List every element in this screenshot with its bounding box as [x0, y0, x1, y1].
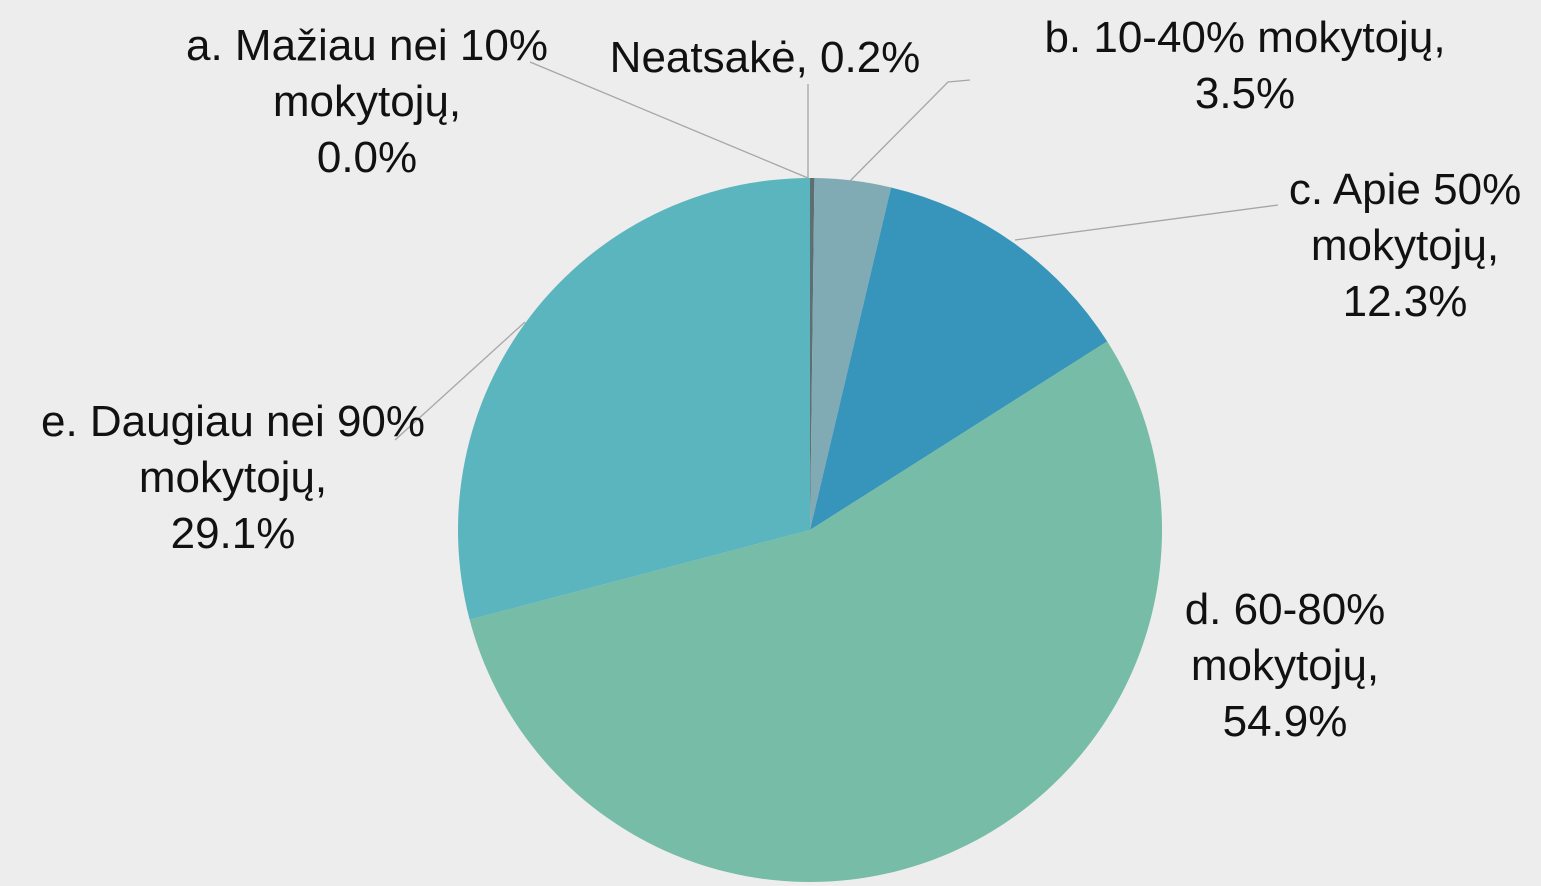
- label-value: 0.0%: [316, 133, 418, 182]
- leader-line: [1014, 204, 1279, 241]
- data-label: c. Apie 50% mokytojų, 12.3%: [1255, 162, 1541, 330]
- leader-line: [849, 79, 971, 182]
- data-label: b. 10-40% mokytojų, 3.5%: [1010, 10, 1480, 122]
- data-label: Neatsakė, 0.2%: [565, 30, 965, 86]
- pie-slice: [469, 341, 1162, 883]
- leader-line: [394, 321, 526, 441]
- label-separator: ,: [448, 77, 462, 126]
- label-value: 3.5%: [1194, 69, 1296, 118]
- label-separator: ,: [314, 453, 328, 502]
- data-label: a. Mažiau nei 10% mokytojų, 0.0%: [157, 18, 577, 186]
- label-category: a. Mažiau nei 10% mokytojų: [186, 21, 548, 126]
- pie-slice: [457, 178, 810, 620]
- data-label: e. Daugiau nei 90% mokytojų, 29.1%: [13, 394, 453, 562]
- pie-slice: [810, 178, 892, 531]
- label-separator: ,: [795, 33, 821, 82]
- label-value: 29.1%: [170, 509, 296, 558]
- pie-slice: [810, 178, 815, 530]
- label-category: b. 10-40% mokytojų: [1044, 13, 1434, 62]
- data-label: d. 60-80% mokytojų, 54.9%: [1155, 582, 1415, 750]
- label-separator: ,: [1366, 641, 1380, 690]
- label-category: Neatsakė: [609, 33, 796, 82]
- label-category: c. Apie 50% mokytojų: [1288, 165, 1522, 270]
- pie-slice: [810, 187, 1108, 530]
- label-value: 0.2%: [820, 33, 921, 82]
- slices: [457, 178, 1162, 883]
- label-category: e. Daugiau nei 90% mokytojų: [40, 397, 426, 502]
- label-category: d. 60-80% mokytojų: [1184, 585, 1386, 690]
- label-separator: ,: [1433, 13, 1446, 62]
- label-separator: ,: [1486, 221, 1500, 270]
- label-value: 54.9%: [1222, 697, 1348, 746]
- label-value: 12.3%: [1342, 277, 1468, 326]
- leader-line: [529, 61, 809, 179]
